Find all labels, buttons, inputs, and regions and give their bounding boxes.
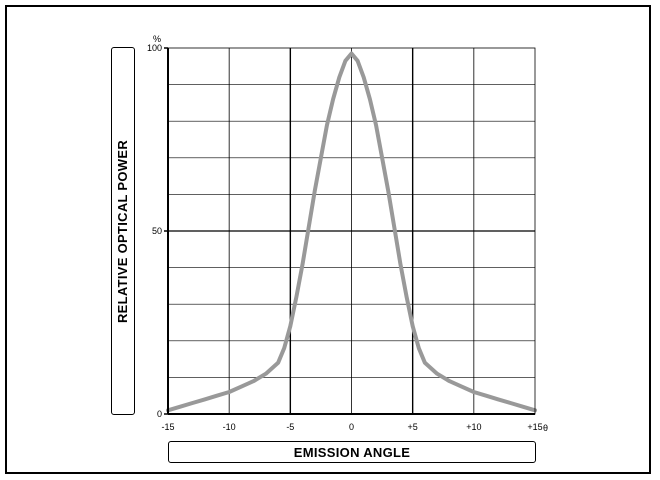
x-tick-label: +15 <box>527 422 542 432</box>
y-tick-label: 50 <box>152 226 162 236</box>
axes <box>164 47 536 415</box>
x-tick-label: -15 <box>161 422 174 432</box>
y-unit-label: % <box>153 34 161 44</box>
y-tick-label: 100 <box>147 43 162 53</box>
curve-layer <box>166 51 537 413</box>
y-tick-label: 0 <box>157 409 162 419</box>
x-unit-label: θ <box>543 423 548 433</box>
x-axis-label: EMISSION ANGLE <box>293 444 411 460</box>
y-axis-label-box: RELATIVE OPTICAL POWER <box>111 47 135 415</box>
x-axis-label-box: EMISSION ANGLE <box>168 441 536 463</box>
x-tick-label: -10 <box>223 422 236 432</box>
x-tick-label: +5 <box>408 422 418 432</box>
x-tick-label: 0 <box>349 422 354 432</box>
x-tick-label: +10 <box>466 422 481 432</box>
x-tick-label: -5 <box>286 422 294 432</box>
emission-curve <box>166 51 537 413</box>
tick-labels: -15 -10 -5 0 +5 +10 +15 θ 0 50 100% <box>147 34 548 433</box>
grid-major <box>168 48 535 414</box>
